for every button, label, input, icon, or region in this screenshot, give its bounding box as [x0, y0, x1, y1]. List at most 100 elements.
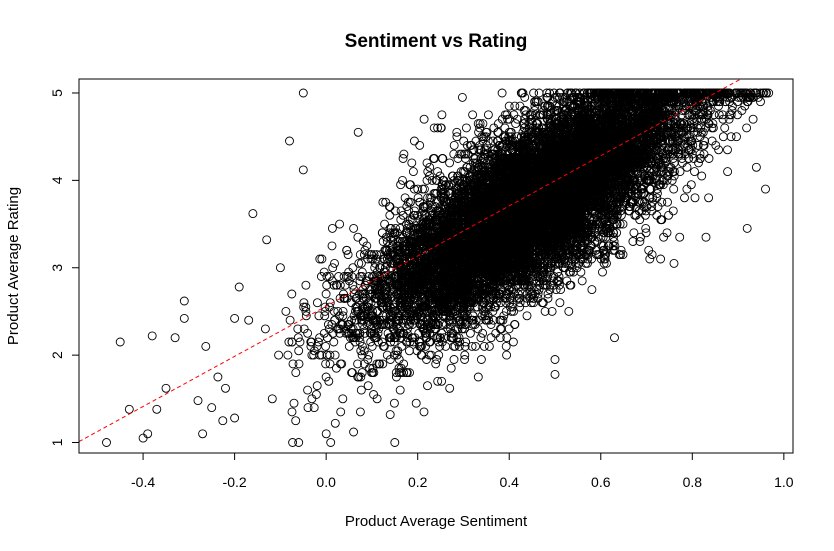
data-point [389, 398, 399, 408]
data-point [409, 210, 418, 220]
data-point [675, 167, 685, 177]
data-point [628, 237, 638, 246]
data-point [437, 376, 447, 386]
data-point [486, 333, 496, 343]
data-point [726, 132, 736, 142]
data-point [398, 210, 408, 220]
data-point [431, 359, 441, 369]
data-point [438, 154, 448, 163]
data-point [426, 350, 436, 360]
data-point [508, 302, 518, 312]
data-point [615, 219, 625, 229]
data-point [367, 368, 377, 378]
data-point [317, 254, 327, 264]
data-point [201, 341, 211, 351]
data-point [335, 280, 345, 290]
data-point [476, 333, 486, 343]
data-point [598, 267, 607, 277]
data-point [378, 359, 388, 369]
data-point [329, 337, 339, 347]
data-point [529, 88, 539, 98]
data-point [380, 263, 390, 273]
data-point [396, 206, 406, 216]
data-point [473, 119, 483, 129]
data-point [325, 359, 335, 369]
data-point [521, 110, 531, 120]
data-point [289, 398, 299, 408]
data-point [395, 223, 405, 233]
data-point [733, 110, 742, 120]
data-point [293, 333, 303, 343]
data-point [456, 167, 466, 177]
data-point [686, 180, 696, 190]
data-point [363, 381, 373, 391]
data-point [284, 337, 294, 347]
data-point [267, 394, 277, 404]
data-point [382, 350, 392, 360]
data-point [355, 250, 365, 260]
data-point [564, 306, 574, 316]
data-point [370, 289, 380, 299]
data-point [312, 298, 322, 308]
data-point [449, 140, 459, 150]
data-point [355, 407, 365, 417]
data-point [425, 162, 435, 172]
data-point [312, 341, 322, 351]
data-point [404, 206, 414, 216]
data-point [690, 193, 700, 203]
data-point [688, 114, 698, 124]
data-point [413, 193, 423, 203]
data-point [353, 359, 363, 369]
data-point [347, 368, 357, 378]
data-point [656, 254, 666, 264]
data-point [445, 158, 455, 168]
data-point [468, 158, 478, 168]
data-point [395, 385, 405, 395]
data-point [315, 333, 325, 343]
chart-title: Sentiment vs Rating [345, 31, 528, 52]
data-point [511, 119, 521, 129]
data-point [433, 376, 443, 386]
data-point [437, 110, 447, 120]
data-point [405, 368, 414, 378]
data-point [689, 154, 699, 163]
data-point [338, 311, 348, 321]
data-point [419, 407, 429, 417]
data-point [321, 372, 331, 382]
data-point [618, 250, 628, 260]
data-point [641, 206, 651, 216]
data-point [354, 258, 364, 268]
data-point [704, 154, 714, 163]
data-point [732, 132, 741, 142]
data-point [423, 193, 433, 203]
data-point [708, 119, 718, 129]
data-point [501, 341, 511, 351]
data-point [408, 337, 418, 347]
data-point [479, 341, 489, 351]
data-point [460, 350, 470, 360]
data-point [403, 197, 413, 207]
data-point [555, 298, 565, 308]
data-point [457, 92, 467, 102]
data-point [645, 254, 655, 264]
data-point [394, 355, 404, 364]
data-point [636, 189, 646, 198]
data-point [307, 394, 317, 404]
data-point [427, 175, 437, 185]
data-point [483, 110, 493, 120]
data-point [380, 219, 390, 229]
data-point [448, 315, 458, 325]
data-point [641, 228, 651, 238]
data-point [714, 145, 724, 155]
data-point [618, 219, 628, 229]
data-point [333, 306, 343, 316]
data-point [383, 328, 393, 338]
data-point [413, 184, 423, 194]
data-point [415, 140, 425, 150]
data-point [448, 311, 458, 321]
data-point [313, 337, 323, 347]
data-point [508, 337, 518, 347]
data-point [404, 219, 414, 229]
data-point [372, 394, 382, 404]
